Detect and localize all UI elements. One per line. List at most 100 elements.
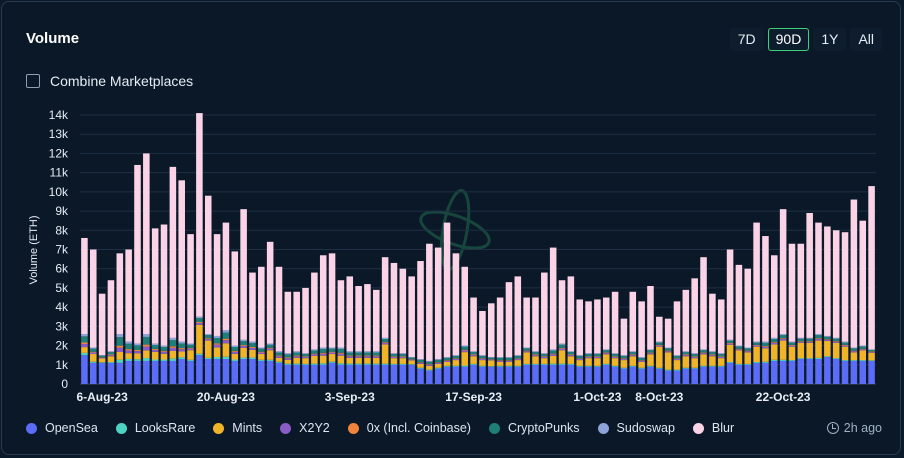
bar-stack[interactable] [134,164,141,384]
bar-stack[interactable] [107,280,115,384]
bar-stack[interactable] [594,299,601,384]
bar-stack[interactable] [771,255,778,384]
bar-stack[interactable] [311,272,318,384]
bar-stack[interactable] [779,209,787,384]
bar-stack[interactable] [638,301,645,384]
bar-stack[interactable] [479,310,486,384]
bar-stack[interactable] [868,186,875,384]
bar-stack[interactable] [541,272,548,384]
bar-stack[interactable] [231,251,239,384]
bar-stack[interactable] [505,282,513,384]
bar-stack[interactable] [81,237,88,384]
bar-stack[interactable] [815,222,822,384]
legend-item-blur[interactable]: Blur [692,421,734,435]
bar-stack[interactable] [187,234,194,384]
bar-stack[interactable] [275,266,283,384]
bar-stack[interactable] [328,253,336,384]
bar-stack[interactable] [602,297,610,384]
range-90d-button[interactable]: 90D [767,28,810,51]
bar-stack[interactable] [346,276,354,384]
bar-stack[interactable] [116,253,124,384]
legend-item-sudoswap[interactable]: Sudoswap [597,421,675,435]
bar-stack[interactable] [726,249,734,385]
bar-stack[interactable] [824,226,831,384]
bar-stack[interactable] [373,289,380,384]
bar-stack[interactable] [266,241,274,384]
bar-stack[interactable] [700,257,707,384]
bar-stack[interactable] [717,299,725,384]
bar-stack[interactable] [487,303,495,384]
bar-stack[interactable] [850,199,858,384]
bar-stack[interactable] [390,262,398,384]
bar-stack[interactable] [620,318,628,384]
bar-stack[interactable] [452,253,460,384]
bar-stack[interactable] [673,301,681,384]
bar-stack[interactable] [744,268,752,384]
bar-stack[interactable] [337,280,345,384]
bar-stack[interactable] [319,255,327,384]
bar-stack[interactable] [647,286,654,384]
bar-stack[interactable] [151,228,159,384]
bar-stack[interactable] [753,222,760,384]
bar-stack[interactable] [434,247,442,384]
bar-stack[interactable] [585,301,592,384]
range-7d-button[interactable]: 7D [729,28,764,51]
bar-stack[interactable] [355,286,362,384]
range-1y-button[interactable]: 1Y [813,28,847,51]
bar-stack[interactable] [664,318,672,384]
bar-stack[interactable] [656,316,663,384]
bar-stack[interactable] [417,261,424,384]
bar-stack[interactable] [576,299,583,384]
bar-stack[interactable] [381,257,389,384]
bar-stack[interactable] [426,243,433,384]
bar-stack[interactable] [98,293,106,384]
bar-stack[interactable] [611,291,619,384]
bar-stack[interactable] [204,195,212,384]
bar-stack[interactable] [629,291,637,384]
bar-stack[interactable] [762,236,769,384]
bar-stack[interactable] [408,276,415,384]
legend-item-0x[interactable]: 0x (Incl. Coinbase) [347,421,471,435]
legend-item-cryptopunks[interactable]: CryptoPunks [488,421,580,435]
bar-stack[interactable] [709,293,716,384]
bar-stack[interactable] [125,249,132,385]
bar-stack[interactable] [470,297,477,384]
bar-stack[interactable] [806,212,813,384]
bar-stack[interactable] [832,230,840,384]
bar-stack[interactable] [567,276,575,384]
bar-stack[interactable] [258,266,265,384]
bar-stack[interactable] [532,297,539,384]
bar-stack[interactable] [797,243,805,384]
bar-stack[interactable] [143,153,150,384]
bar-stack[interactable] [364,284,371,384]
bar-stack[interactable] [691,278,698,384]
bar-stack[interactable] [89,249,97,385]
bar-stack[interactable] [240,209,247,384]
bar-stack[interactable] [859,220,867,384]
bar-stack[interactable] [222,222,230,384]
bar-stack[interactable] [399,268,407,384]
bar-stack[interactable] [549,247,557,384]
bar-stack[interactable] [682,289,690,384]
bar-stack[interactable] [735,264,743,384]
range-all-button[interactable]: All [850,28,882,51]
bar-stack[interactable] [523,297,530,384]
legend-item-opensea[interactable]: OpenSea [26,421,98,435]
legend-item-mints[interactable]: Mints [213,421,262,435]
bar-stack[interactable] [196,113,203,384]
bar-stack[interactable] [841,232,849,384]
bar-stack[interactable] [213,234,221,384]
bar-stack[interactable] [302,287,309,384]
bar-stack[interactable] [249,272,256,384]
bar-stack[interactable] [788,243,796,384]
bar-stack[interactable] [514,276,522,384]
bar-stack[interactable] [461,266,469,384]
bar-stack[interactable] [293,291,300,384]
legend-item-looksrare[interactable]: LooksRare [115,421,195,435]
bar-stack[interactable] [558,280,566,384]
bar-stack[interactable] [496,297,504,384]
bar-stack[interactable] [443,222,451,384]
combine-marketplaces-toggle[interactable]: Combine Marketplaces [26,73,193,89]
bar-stack[interactable] [178,180,185,384]
legend-item-x2y2[interactable]: X2Y2 [280,421,330,435]
